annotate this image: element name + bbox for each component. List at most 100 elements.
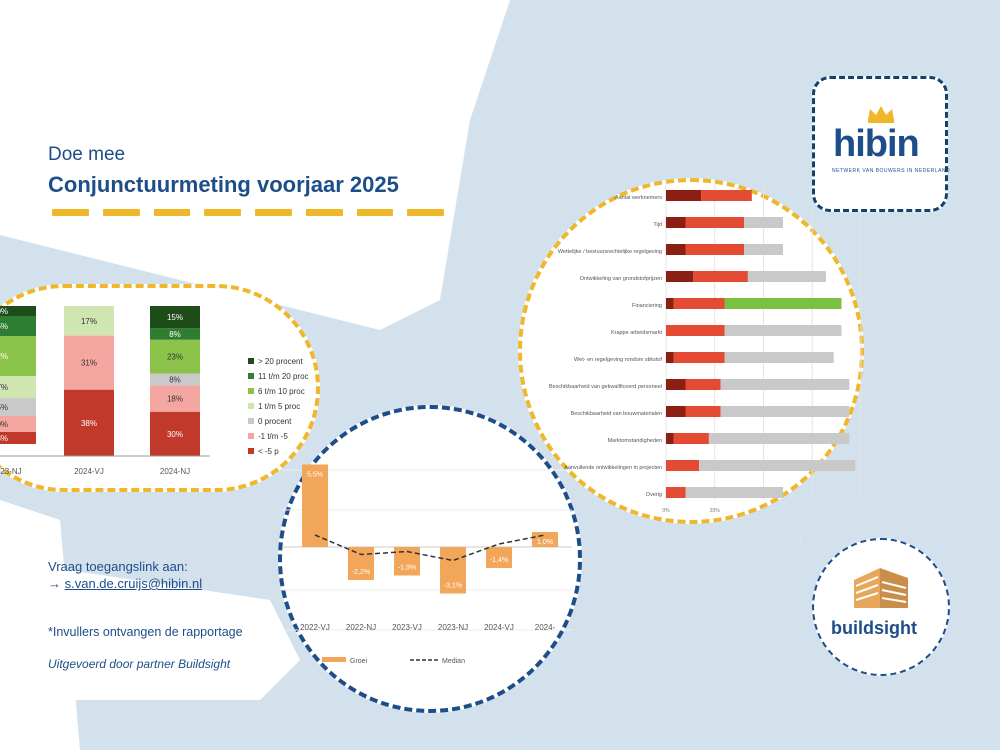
factor-bar-segment [685,217,744,228]
factor-bar-segment [747,271,826,282]
bar-value-label: 30% [167,430,183,439]
factor-bar-segment [685,244,744,255]
factor-bar-segment [673,433,709,444]
x-tick-label: 2023-VJ [392,623,422,632]
category-label: Beschikbaarheid van gekwalificeerd perso… [549,384,662,390]
bar-value-label: 8% [169,376,181,385]
legend-label: 0 procent [258,417,292,426]
growth-bar-chart: 5,5% 2022-VJ -2,2% 2022-NJ -1,9% 2023-VJ -3,1%… [282,464,572,665]
building-icon [854,568,908,608]
bar-value-label: 8% [169,330,181,339]
category-label: Wet- en regelgeving rondom stikstof [574,357,662,363]
bar-value-label: -1,4% [490,557,508,564]
category-label: Tijd [653,222,662,228]
factor-bar-segment [666,298,674,309]
growth-bar [348,547,374,580]
category-label: Ontwikkeling van grondstofprijzen [580,276,662,282]
bar-value-label: 15% [167,313,183,322]
legend-label: 6 t/m 10 proc [258,387,305,396]
factor-bar-segment [666,460,700,471]
bar-value-label: 0% [0,307,8,316]
bar-value-label: -1,9% [398,565,416,572]
legend-swatch [248,373,254,379]
x-tick-label: 2024-VJ [484,623,514,632]
bar-segment [0,432,36,444]
factor-bar-segment [666,406,686,417]
category-label: Aanvullende ontwikkelingen in projecten [564,465,662,471]
factor-bar-segment [666,271,694,282]
buildsight-logo: buildsight [831,618,917,638]
growth-bar [440,547,466,594]
legend-label: Groei [350,658,368,665]
legend-swatch [248,358,254,364]
factor-bar-segment [666,244,686,255]
category-label: Krappe arbeidsmarkt [611,330,663,336]
factor-bar-segment [685,487,783,498]
factor-bar-segment [666,325,725,336]
bar-value-label: 18% [167,395,183,404]
legend-swatch [248,388,254,394]
hibin-tagline: NETWERK VAN BOUWERS IN NEDERLAND [832,168,951,174]
category-label: Aantal werknemers [615,195,662,201]
bar-segment [0,376,36,398]
bar-value-label: 5% [0,403,8,412]
bar-segment [0,398,36,416]
x-tick-label: 2022-NJ [346,623,376,632]
crown-icon [868,106,894,123]
page-subtitle: Doe mee [48,144,126,165]
factor-bar-segment [744,244,783,255]
category-label: Financiering [632,303,662,309]
legend-label: < -5 p [258,447,279,456]
factor-bar-segment [666,487,686,498]
report-note: *Invullers ontvangen de rapportage [48,625,243,639]
legend-swatch [322,657,346,662]
factor-bar-segment [699,460,856,471]
bar-value-label: 5% [0,322,8,331]
partner-line: Uitgevoerd door partner Buildsight [48,657,231,671]
stacked-growth-chart: 0% 5% 2% 7% 5% 0% 3% 17% 31% 38% 15% 8% 23% 8% 18% 30% 2… [0,306,309,476]
legend-swatch [248,433,254,439]
factor-bar-segment [666,433,674,444]
x-tick-label: 2024- [535,623,556,632]
x-tick-label: 2024-VJ [74,467,104,476]
growth-bar [486,547,512,568]
category-label: Wettelijke / bestuursrechtelijke regelge… [558,249,662,255]
bar-value-label: 3% [0,434,8,443]
factor-bar-segment [720,406,850,417]
factor-bar-segment [666,190,702,201]
bar-value-label: 2% [0,352,8,361]
factor-bar-segment [720,379,850,390]
x-tick-label: 2022-VJ [300,623,330,632]
bar-value-label: 7% [0,383,8,392]
factor-bar-segment [708,433,850,444]
bar-value-label: 0% [0,420,8,429]
legend-swatch [248,448,254,454]
email-link[interactable]: s.van.de.cruijs@hibin.nl [64,576,203,591]
factor-bar-segment [701,190,752,201]
factor-bar-segment [724,325,842,336]
bar-segment [0,416,36,432]
x-tick-label: 20% [710,508,721,512]
bar-segment [150,385,200,412]
factor-bar-segment [666,217,686,228]
bar-segment [64,389,114,456]
bar-value-label: -2,2% [352,569,370,576]
factor-bar-segment [673,352,725,363]
legend-swatch [248,418,254,424]
legend-label: -1 t/m -5 [258,432,288,441]
factor-bar-segment [693,271,748,282]
title-underline-dashes [52,209,444,217]
median-line [314,534,546,562]
bar-segment [150,339,200,374]
legend-label: Median [442,658,465,665]
x-tick-label: 2023-NJ [438,623,468,632]
bar-value-label: 17% [81,317,97,326]
factor-bar-segment [724,298,842,309]
bar-segment [64,335,114,390]
legend-label: > 20 procent [258,357,303,366]
growth-bar [302,464,328,547]
bar-value-label: 1,0% [537,539,553,546]
bar-segment [150,328,200,340]
bar-segment [64,306,114,336]
bar-segment [150,306,200,329]
